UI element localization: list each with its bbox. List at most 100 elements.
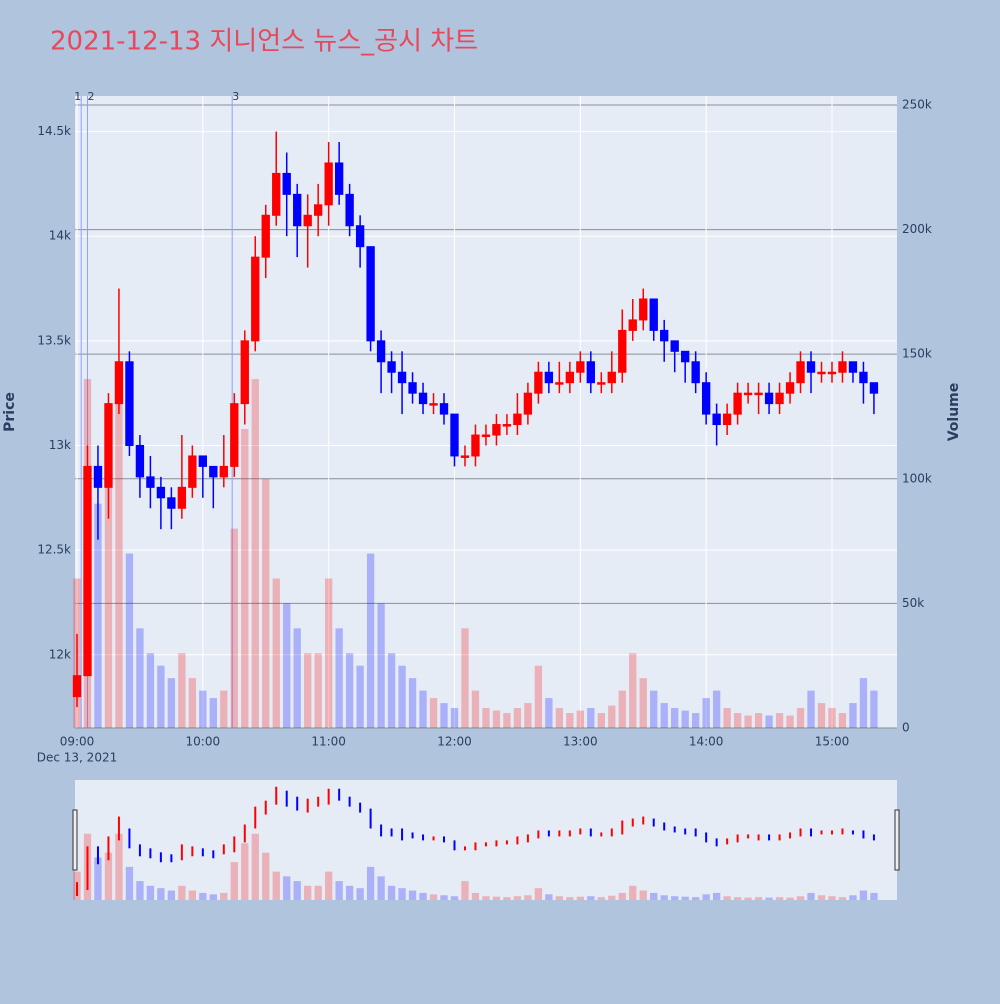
mini-volume-bar: [671, 896, 679, 900]
candle-body: [345, 193, 354, 227]
candle-body: [502, 424, 512, 427]
mini-volume-bar: [440, 895, 448, 900]
mini-volume-bar: [136, 881, 144, 900]
mini-volume-bar: [828, 896, 836, 900]
mini-volume-bar: [167, 890, 176, 900]
volume-bar: [733, 713, 742, 728]
mini-volume-bar: [681, 896, 689, 900]
candle-body: [471, 434, 480, 457]
candle-body: [838, 361, 847, 373]
volume-bar: [408, 678, 417, 728]
candle-body: [439, 403, 449, 415]
mini-volume-bar: [692, 897, 700, 900]
candle-body: [366, 246, 375, 342]
candle-body: [219, 465, 228, 478]
volume-bar: [471, 690, 480, 728]
volume-bar: [807, 690, 815, 728]
candle-body: [597, 382, 606, 385]
volume-bar: [587, 708, 595, 728]
candle-body: [492, 424, 501, 436]
candle-body: [387, 361, 396, 373]
volume-bar: [345, 653, 354, 728]
mini-volume-bar: [345, 885, 354, 900]
volume-bar: [356, 665, 364, 728]
volume-bar: [681, 710, 689, 728]
y2-tick-label: 0: [902, 721, 910, 735]
mini-volume-bar: [209, 894, 217, 900]
volume-bar: [817, 703, 826, 728]
volume-bar: [125, 553, 134, 728]
volume-bar: [702, 698, 710, 728]
mini-volume-bar: [702, 894, 710, 900]
mini-volume-bar: [775, 897, 784, 900]
volume-bar: [230, 528, 238, 728]
range-handle[interactable]: [72, 809, 78, 871]
volume-bar: [828, 708, 836, 728]
volume-bar: [209, 698, 217, 728]
candle-body: [188, 455, 197, 488]
y-tick-label: 13.5k: [37, 333, 71, 347]
mini-volume-bar: [450, 896, 459, 900]
range-handle[interactable]: [894, 809, 900, 871]
candle-body: [523, 392, 533, 415]
candle-body: [355, 225, 365, 248]
volume-bar: [838, 713, 847, 728]
volume-bar: [534, 665, 543, 728]
volume-bar: [492, 710, 501, 728]
volume-bar: [104, 478, 113, 728]
mini-volume-bar: [712, 892, 721, 900]
mini-volume-bar: [629, 885, 637, 900]
volume-bar: [94, 503, 102, 728]
volume-bar: [429, 698, 438, 728]
candle-body: [565, 371, 575, 384]
y-tick-label: 12k: [49, 647, 71, 661]
range-slider[interactable]: [75, 780, 897, 900]
candle-body: [397, 371, 407, 384]
candle-body: [177, 486, 187, 509]
candle-body: [460, 455, 470, 458]
annotation-label: 1: [74, 90, 81, 103]
candle-body: [733, 392, 742, 415]
y-tick-label: 14.5k: [37, 124, 71, 138]
volume-bar: [671, 708, 679, 728]
volume-bar: [199, 690, 207, 728]
candle-body: [681, 350, 690, 363]
mini-volume-bar: [608, 895, 616, 900]
volume-bar: [754, 713, 763, 728]
volume-bar: [440, 703, 448, 728]
candle-body: [272, 172, 281, 216]
candle-body: [848, 361, 858, 373]
volume-bar: [576, 710, 584, 728]
y-axis-label: Price: [2, 392, 18, 432]
volume-bar: [335, 628, 343, 728]
candle-body: [240, 340, 249, 405]
volume-bar: [723, 708, 731, 728]
candle-body: [114, 361, 124, 405]
mini-volume-bar: [754, 897, 763, 900]
mini-volume-bar: [786, 897, 794, 900]
candle-body: [251, 256, 260, 342]
x-date-label: Dec 13, 2021: [37, 751, 117, 765]
y-tick-label: 13k: [49, 438, 71, 452]
candle-body: [230, 403, 239, 467]
volume-bar: [650, 690, 658, 728]
candle-body: [135, 444, 145, 478]
x-tick-label: 14:00: [689, 735, 724, 749]
y2-tick-label: 150k: [902, 347, 932, 361]
mini-volume-bar: [870, 892, 878, 900]
mini-volume-bar: [566, 897, 574, 900]
mini-volume-bar: [283, 876, 291, 900]
volume-bar: [178, 653, 186, 728]
volume-bar: [146, 653, 155, 728]
annotation-label: 2: [87, 90, 94, 103]
mini-volume-bar: [178, 885, 186, 900]
y2-tick-label: 100k: [902, 471, 932, 485]
mini-volume-bar: [377, 876, 385, 900]
candle-body: [104, 403, 113, 488]
candle-body: [534, 371, 543, 394]
mini-volume-bar: [471, 892, 480, 900]
candle-body: [481, 434, 491, 438]
mini-volume-bar: [618, 892, 626, 900]
mini-volume-bar: [838, 897, 847, 900]
mini-volume-bar: [157, 888, 165, 900]
